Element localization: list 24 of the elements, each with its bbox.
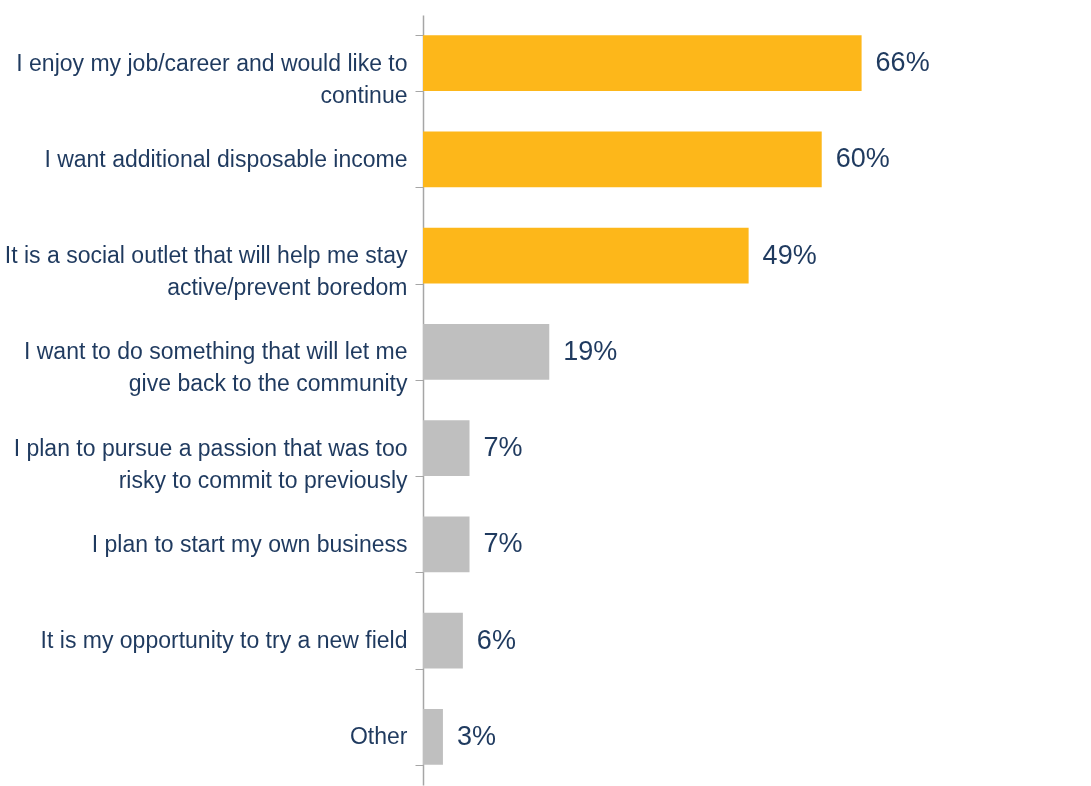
- y-tick-label: It is a social outlet that will help me stay active/prevent boredom: [4, 242, 408, 301]
- y-tick-label: I plan to start my own business: [91, 530, 408, 557]
- y-tick-label: I want additional disposable income: [44, 145, 408, 172]
- bar: [423, 227, 749, 284]
- data-label: 7%: [483, 432, 523, 463]
- y-tick-label: I plan to pursue a passion that was too risky to commit to previously: [13, 434, 408, 493]
- data-label: 19%: [563, 335, 618, 366]
- data-label: 3%: [456, 720, 496, 751]
- bar: [423, 516, 470, 573]
- y-tick-label: I want to do something that will let me give back to the community: [23, 338, 408, 397]
- bar: [423, 35, 862, 92]
- data-label: 6%: [476, 624, 516, 655]
- bar: [423, 323, 550, 380]
- data-label: 66%: [875, 47, 930, 78]
- data-label: 49%: [762, 239, 817, 270]
- y-tick-label: Other: [349, 723, 408, 750]
- bar: [423, 131, 822, 188]
- bar: [423, 612, 463, 669]
- data-label: 60%: [835, 143, 890, 174]
- y-tick-label: I enjoy my job/career and would like to continue: [16, 49, 408, 108]
- data-label: 7%: [483, 528, 523, 559]
- bar: [423, 420, 470, 477]
- bar: [423, 708, 443, 765]
- y-tick-label: It is my opportunity to try a new field: [40, 627, 408, 654]
